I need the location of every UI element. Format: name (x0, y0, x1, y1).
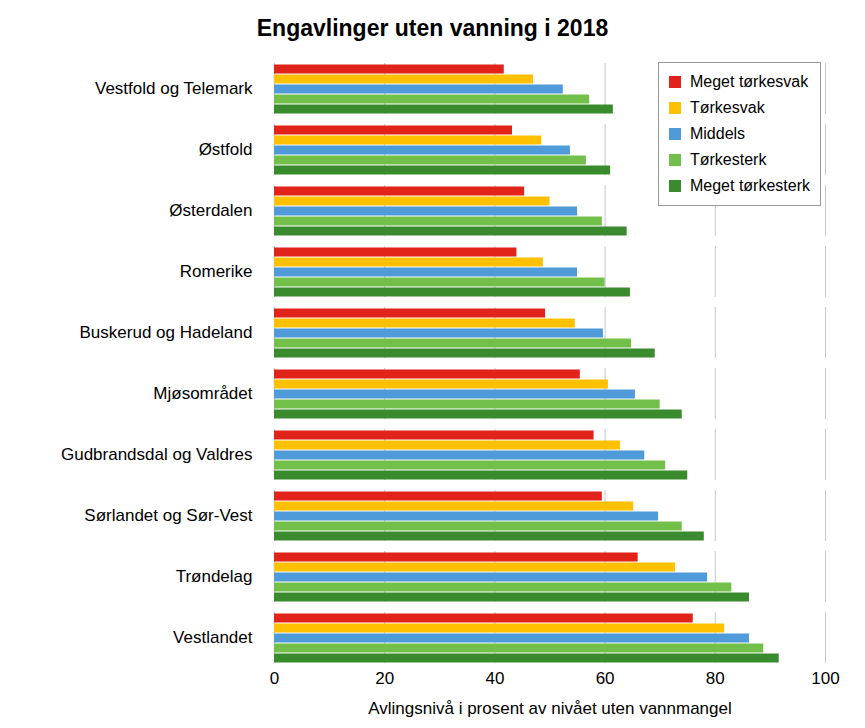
svg-text:Gudbrandsdal og Valdres: Gudbrandsdal og Valdres (61, 445, 253, 464)
svg-text:Buskerud og Hadeland: Buskerud og Hadeland (80, 323, 253, 342)
html-text:Engavlinger uten vanning i 201: Engavlinger uten vanning i 2018 (256, 15, 609, 41)
svg-text:20: 20 (375, 669, 394, 688)
svg-text:Mjøsområdet: Mjøsområdet (153, 384, 252, 403)
html-text:Meget tørkesvak: Meget tørkesvak (690, 73, 809, 90)
svg-text:Østfold: Østfold (199, 140, 253, 159)
svg-text:0: 0 (270, 669, 279, 688)
svg-text:Vestfold og Telemark: Vestfold og Telemark (95, 79, 253, 98)
svg-text:60: 60 (596, 669, 615, 688)
svg-text:Avlingsnivå i prosent av nivåe: Avlingsnivå i prosent av nivået uten van… (368, 699, 732, 718)
svg-text:40: 40 (485, 669, 504, 688)
svg-text:Sørlandet og Sør-Vest: Sørlandet og Sør-Vest (84, 506, 252, 525)
svg-text:80: 80 (706, 669, 725, 688)
html-text:Tørkesterk: Tørkesterk (690, 151, 767, 168)
svg-text:Trøndelag: Trøndelag (176, 567, 253, 586)
svg-text:Østerdalen: Østerdalen (169, 201, 252, 220)
svg-text:Vestlandet: Vestlandet (173, 628, 253, 647)
html-text:Tørkesvak: Tørkesvak (690, 99, 765, 116)
html-text:Middels: Middels (690, 125, 746, 142)
svg-text:100: 100 (811, 669, 839, 688)
svg-text:Romerike: Romerike (180, 262, 253, 281)
html-text:Meget tørkesterk: Meget tørkesterk (690, 177, 810, 194)
